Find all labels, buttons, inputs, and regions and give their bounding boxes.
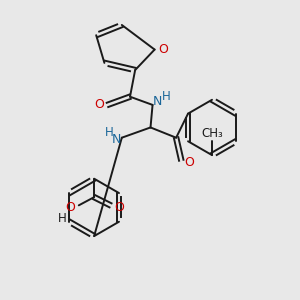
Text: N: N: [153, 95, 162, 108]
Text: O: O: [158, 43, 168, 56]
Text: O: O: [94, 98, 104, 111]
Text: O: O: [114, 201, 124, 214]
Text: H: H: [161, 90, 170, 103]
Text: H: H: [105, 126, 114, 139]
Text: O: O: [184, 156, 194, 169]
Text: CH₃: CH₃: [201, 127, 223, 140]
Text: H: H: [58, 212, 67, 225]
Text: N: N: [112, 133, 122, 146]
Text: O: O: [66, 201, 76, 214]
